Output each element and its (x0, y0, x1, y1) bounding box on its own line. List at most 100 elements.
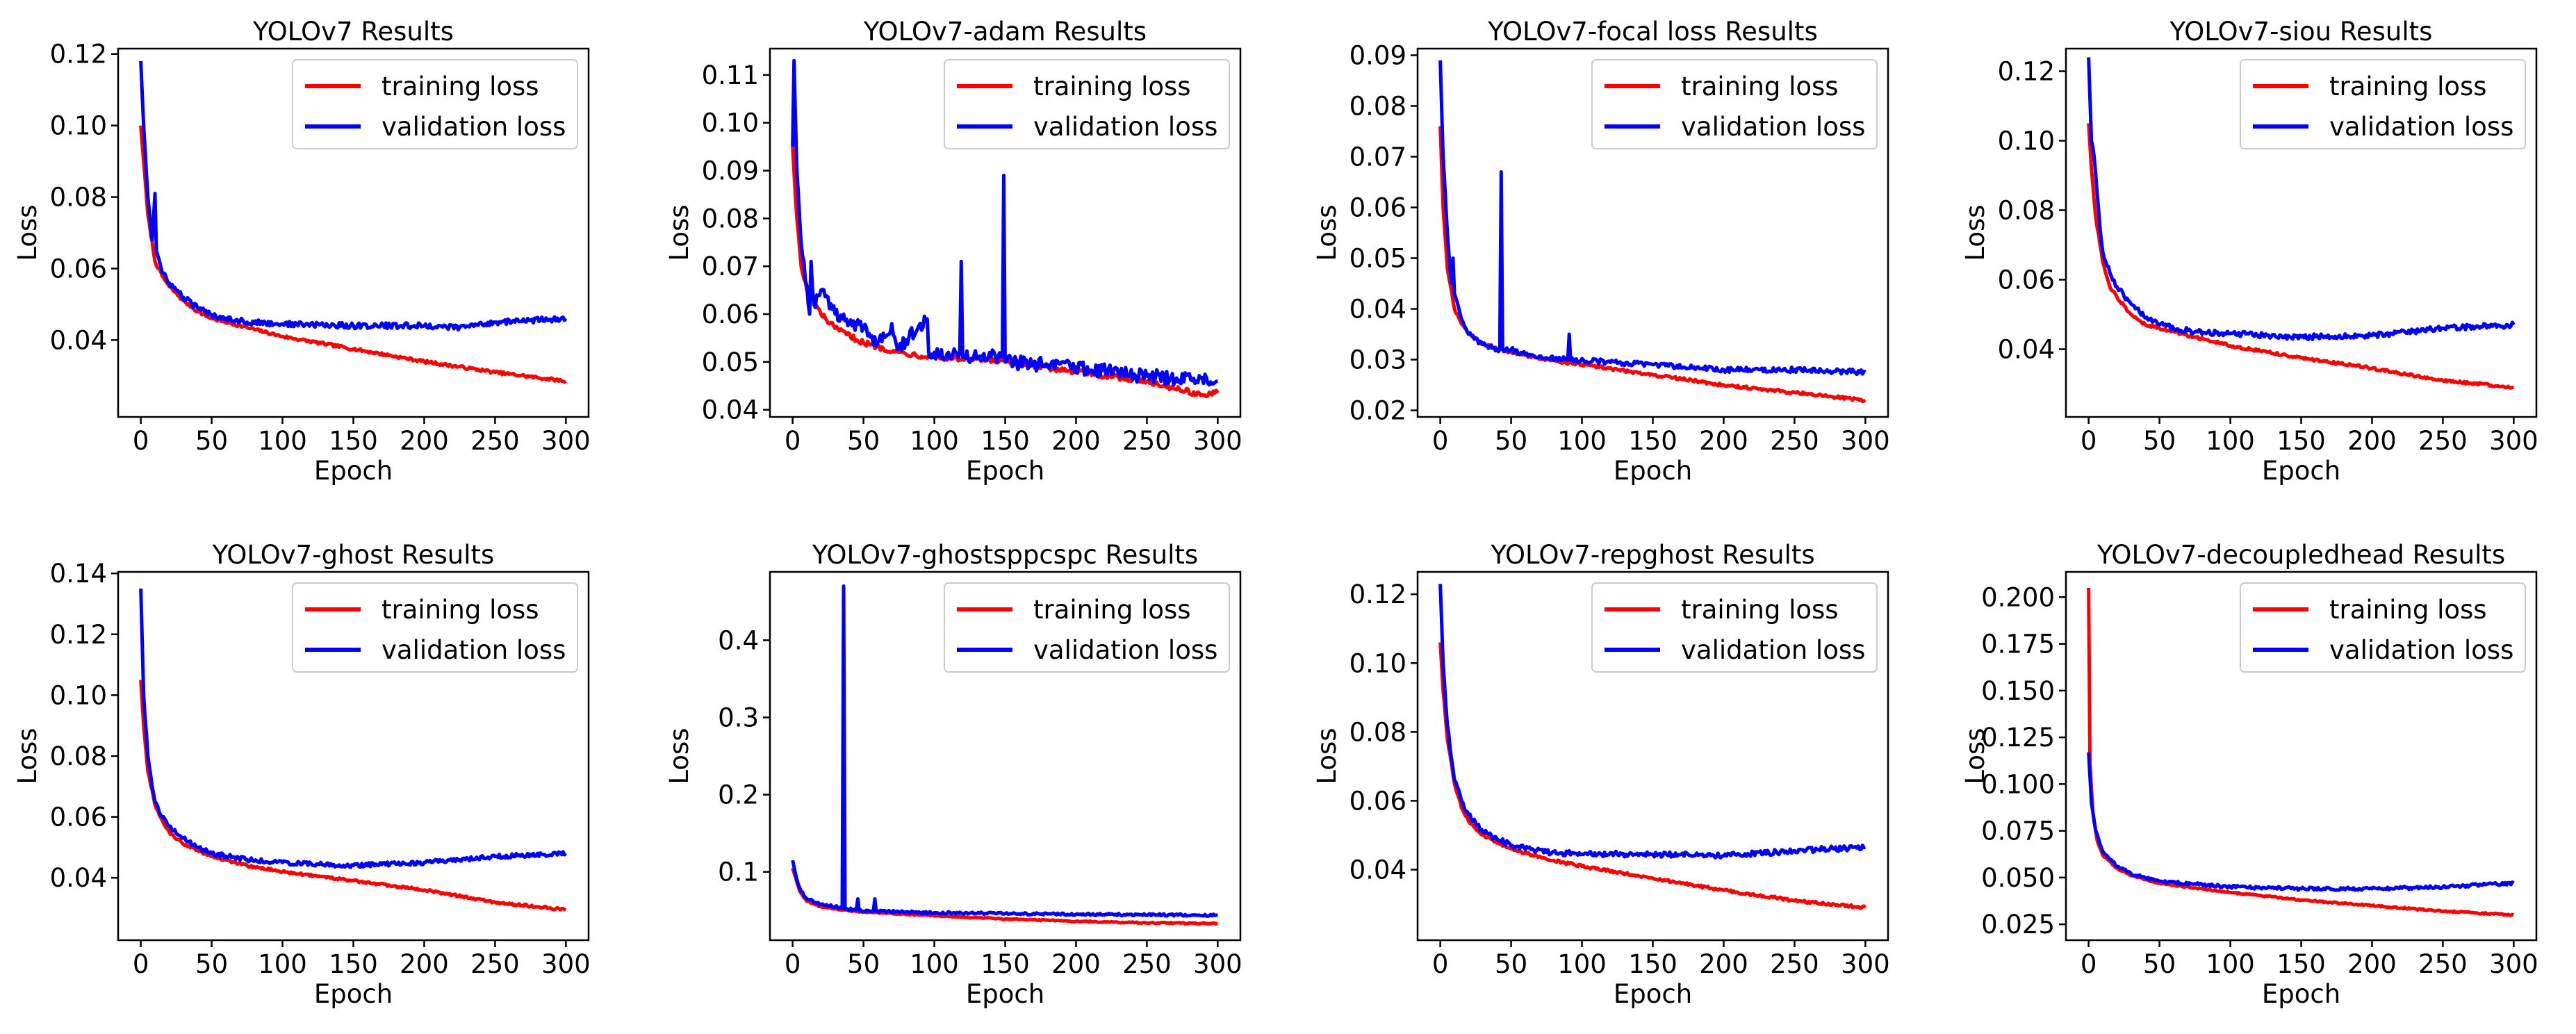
x-axis-label: Epoch (1614, 979, 1692, 1009)
y-axis-label: Loss (1312, 728, 1342, 784)
y-axis-label: Loss (13, 204, 42, 261)
x-tick-label: 0 (1432, 949, 1449, 979)
y-tick-label: 0.09 (1349, 40, 1406, 70)
y-tick-label: 0.06 (50, 254, 107, 284)
x-tick-label: 0 (133, 426, 149, 456)
legend: training loss validation loss (944, 582, 1230, 673)
y-tick-label: 0.200 (1981, 582, 2055, 612)
legend-box (292, 582, 578, 673)
y-tick-label: 0.10 (50, 680, 107, 710)
y-tick-label: 0.150 (1981, 676, 2055, 706)
x-tick-label: 250 (2418, 949, 2468, 979)
x-tick-label: 0 (1432, 426, 1449, 456)
chart-panel: YOLOv7-decoupledhead Results 0 50 100 150 200… (1960, 540, 2538, 1009)
x-tick-label: 300 (1193, 426, 1242, 456)
x-axis-label: Epoch (966, 456, 1044, 486)
legend: training loss validation loss (944, 59, 1230, 149)
y-tick-label: 0.10 (50, 111, 107, 141)
y-tick-label: 0.03 (1349, 345, 1406, 375)
validation-loss-line (139, 60, 568, 332)
legend-label-validation: validation loss (1681, 635, 1865, 665)
y-tick-label: 0.09 (702, 156, 759, 186)
chart-panel: YOLOv7-ghost Results 0 50 100 150 200 250 300 0.… (13, 540, 591, 1009)
x-tick-label: 0 (133, 949, 149, 979)
x-tick-label: 50 (847, 426, 880, 456)
x-tick-label: 200 (1699, 426, 1748, 456)
x-tick-label: 150 (329, 426, 378, 456)
y-axis-label: Loss (664, 728, 694, 784)
legend-box (944, 59, 1230, 149)
legend-box (292, 59, 578, 149)
x-tick-label: 50 (1495, 949, 1527, 979)
y-tick-label: 0.075 (1981, 816, 2055, 846)
y-tick-label: 0.06 (1998, 265, 2055, 295)
chart-panel: YOLOv7-siou Results 0 50 100 150 200 250 300 0.0… (1960, 17, 2538, 486)
chart-title: YOLOv7-decoupledhead Results (2097, 540, 2505, 570)
y-tick-label: 0.04 (1998, 335, 2055, 365)
chart-title: YOLOv7-repghost Results (1490, 540, 1814, 570)
legend: training loss validation loss (292, 582, 578, 673)
legend: training loss validation loss (2240, 582, 2526, 673)
training-loss-line (1438, 126, 1867, 404)
training-loss-line (2087, 123, 2514, 390)
x-tick-label: 50 (1495, 426, 1527, 456)
legend-box (2240, 582, 2526, 673)
x-tick-label: 200 (1699, 949, 1748, 979)
y-tick-label: 0.04 (1349, 855, 1406, 885)
legend-label-validation: validation loss (382, 112, 566, 142)
legend-label-training: training loss (2329, 72, 2487, 101)
y-tick-label: 0.12 (1349, 580, 1406, 609)
x-tick-label: 150 (1628, 949, 1677, 979)
legend-label-training: training loss (2329, 595, 2487, 625)
x-tick-label: 200 (2347, 426, 2397, 456)
y-tick-label: 0.12 (50, 620, 107, 650)
y-tick-label: 0.4 (718, 625, 759, 655)
chart-title: YOLOv7-ghostsppcspc Results (812, 540, 1198, 570)
legend-label-training: training loss (1681, 595, 1839, 625)
legend-label-training: training loss (1681, 72, 1839, 101)
y-tick-label: 0.100 (1981, 769, 2055, 799)
x-tick-label: 100 (910, 426, 959, 456)
legend-label-training: training loss (1033, 72, 1191, 101)
y-tick-label: 0.12 (1998, 57, 2055, 87)
y-tick-label: 0.175 (1981, 630, 2055, 659)
x-tick-label: 300 (541, 949, 591, 979)
legend-label-training: training loss (382, 72, 539, 101)
x-tick-label: 200 (400, 426, 449, 456)
y-tick-label: 0.08 (50, 741, 107, 771)
chart-panel: YOLOv7 Results 0 50 100 150 200 250 300 0.04 0.06… (13, 17, 591, 486)
x-tick-label: 200 (2347, 949, 2397, 979)
y-tick-label: 0.08 (50, 183, 107, 213)
chart-panel: YOLOv7-focal loss Results 0 50 100 150 200 250… (1312, 17, 1890, 486)
y-tick-label: 0.04 (50, 325, 107, 355)
y-axis-label: Loss (664, 204, 694, 261)
legend: training loss validation loss (1591, 59, 1878, 149)
x-tick-label: 0 (785, 949, 801, 979)
x-tick-label: 0 (2081, 426, 2097, 456)
x-tick-label: 50 (195, 426, 228, 456)
x-tick-label: 300 (541, 426, 591, 456)
validation-loss-line (1438, 60, 1867, 377)
y-axis-label: Loss (1960, 204, 1990, 261)
legend-label-validation: validation loss (382, 635, 566, 665)
y-tick-label: 0.06 (50, 803, 107, 832)
x-tick-label: 200 (1051, 949, 1101, 979)
y-tick-label: 0.050 (1981, 863, 2055, 893)
y-axis-label: Loss (13, 728, 42, 784)
x-tick-label: 150 (981, 426, 1030, 456)
x-tick-label: 100 (1557, 949, 1607, 979)
x-tick-label: 50 (2143, 949, 2176, 979)
legend-label-validation: validation loss (2329, 112, 2513, 142)
y-tick-label: 0.10 (1349, 648, 1406, 678)
x-tick-label: 100 (1557, 426, 1607, 456)
x-tick-label: 150 (1628, 426, 1677, 456)
legend-label-validation: validation loss (1681, 112, 1865, 142)
chart-panel: YOLOv7-repghost Results 0 50 100 150 200 250 30… (1312, 540, 1890, 1009)
x-axis-label: Epoch (2262, 979, 2340, 1009)
x-tick-label: 150 (329, 949, 378, 979)
validation-loss-line (791, 58, 1218, 387)
legend: training loss validation loss (292, 59, 578, 149)
training-loss-line (139, 680, 566, 912)
chart-title: YOLOv7-adam Results (863, 17, 1147, 47)
